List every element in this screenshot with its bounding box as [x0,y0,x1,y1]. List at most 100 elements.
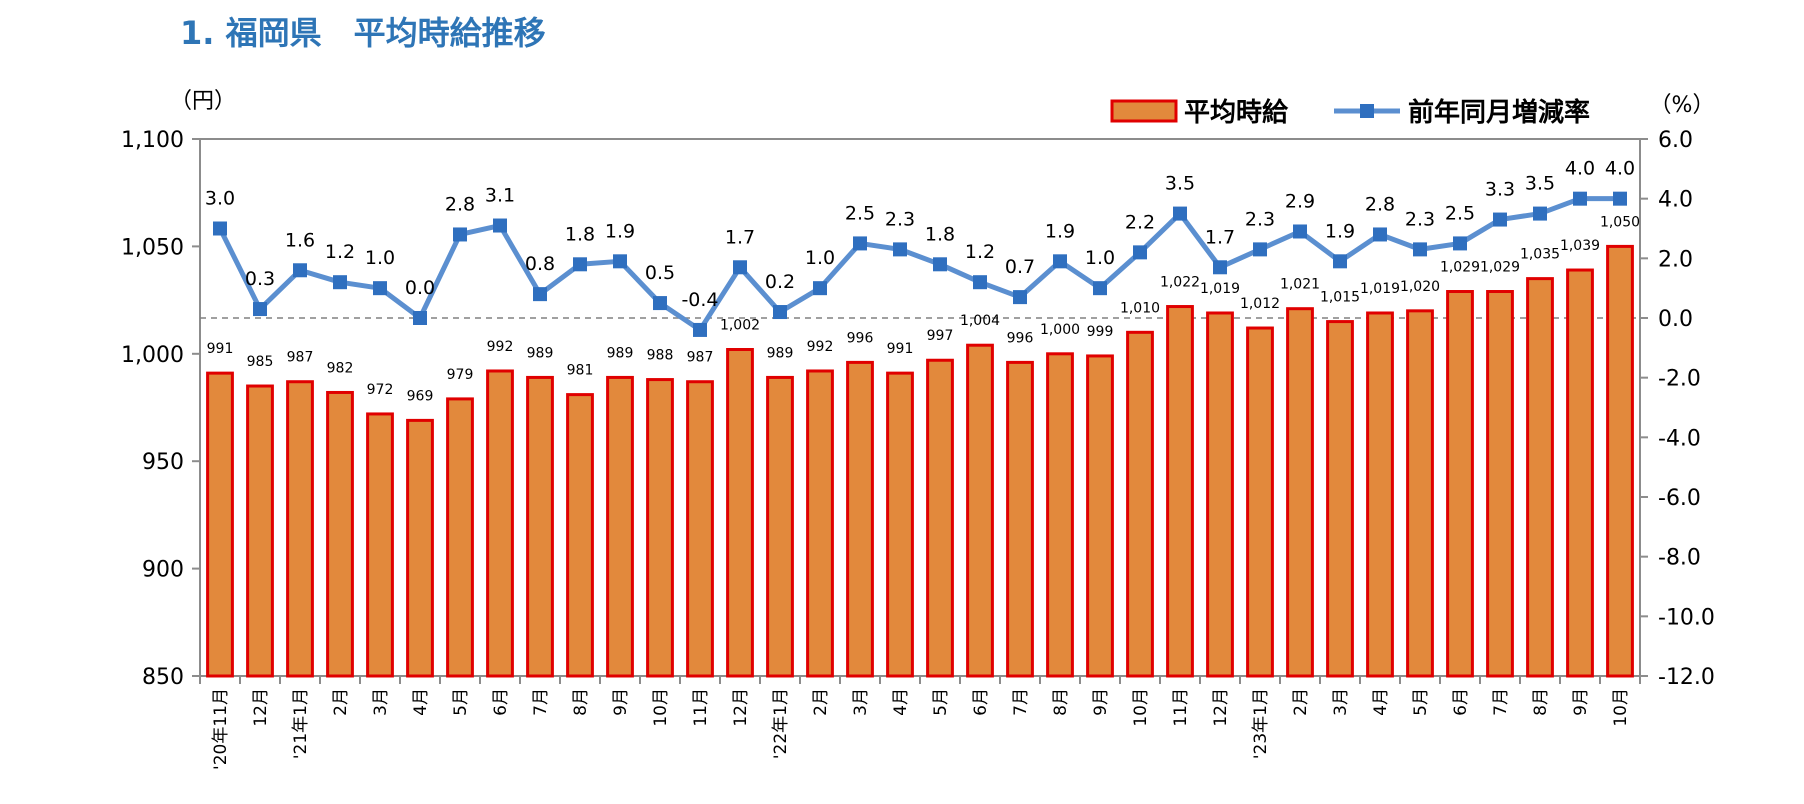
bar [1366,311,1394,678]
bar [1326,320,1354,678]
rate-marker [493,218,507,233]
right-axis-tick-label: -2.0 [1658,367,1701,392]
bar [1606,244,1634,678]
bar [606,375,634,678]
rate-data-label: 1.9 [1045,220,1075,242]
rate-marker [1413,242,1427,257]
rate-marker [1093,281,1107,296]
category-label: 4月 [891,688,911,716]
rate-marker [1453,236,1467,251]
rate-data-label: 4.0 [1605,158,1635,180]
bar-data-label: 989 [607,345,634,361]
bar-data-label: 972 [367,382,394,398]
bar-data-label: 982 [327,360,354,376]
rate-data-label: 1.8 [925,223,955,245]
bar-data-label: 987 [287,350,314,366]
bar [1046,352,1074,678]
category-label: 9月 [1091,688,1111,716]
category-label: 3月 [1331,688,1351,716]
bar-data-label: 996 [1007,330,1034,346]
bar [1086,354,1114,678]
bar [1166,305,1194,678]
bar-data-label: 1,000 [1040,322,1080,338]
bar [1446,290,1474,678]
rate-marker [1293,224,1307,239]
category-label: 6月 [491,688,511,716]
rate-marker [1613,191,1627,206]
category-label: 10月 [1131,688,1151,727]
rate-data-label: 1.9 [605,220,635,242]
bar [1566,268,1594,678]
rate-data-label: 1.7 [725,226,755,248]
bar-data-label: 1,039 [1560,238,1600,254]
page-title: 1. 福岡県 平均時給推移 [180,14,546,52]
rate-data-label: 2.3 [885,208,915,230]
rate-marker [1333,254,1347,269]
bar [1406,309,1434,678]
bar-data-label: 1,020 [1400,279,1440,295]
category-label: 5月 [1411,688,1431,716]
bar-data-label: 988 [647,348,674,364]
rate-marker [1533,206,1547,221]
bar-data-label: 997 [927,328,954,344]
bar-data-label: 1,029 [1480,260,1520,276]
rate-data-label: 3.3 [1485,179,1515,201]
rate-data-label: 1.6 [285,229,315,251]
left-axis-tick-label: 1,000 [121,343,184,368]
bar [1486,290,1514,678]
right-axis-tick-label: -6.0 [1658,486,1701,511]
bar-data-label: 1,022 [1160,275,1200,291]
legend-bar-swatch [1110,99,1178,123]
chart-axes: 850 900 950 1,000 1,050 1,100 -12.0 -10.0 -8.0 -6… [121,89,1715,690]
bar-labels: 991 985 987 982 972 969 979 992 989 981 989 988 987 1… [207,214,1640,404]
rate-marker [293,263,307,278]
category-labels: '20年11月 12月 '21年1月 2月 3月 4月 5月 6月 7月 8月 9月 10月 11月 12… [211,688,1631,770]
rate-data-label: 2.5 [1445,202,1475,224]
left-axis-tick-label: 1,100 [121,128,184,153]
bar-data-label: 1,012 [1240,296,1280,312]
rate-marker [1053,254,1067,269]
rate-line-series [213,191,1627,337]
left-axis-tick-label: 950 [142,450,184,475]
bar-data-label: 985 [247,354,274,370]
bar-data-label: 1,004 [960,313,1000,329]
rate-data-label: 1.2 [325,241,355,263]
rate-marker [333,275,347,290]
rate-data-label: 3.1 [485,185,515,207]
category-label: '22年1月 [771,688,791,759]
bar-data-label: 991 [207,341,234,357]
bar-data-label: 989 [527,345,554,361]
rate-marker [693,322,707,337]
bar [1126,330,1154,678]
rate-data-label: 0.5 [645,262,675,284]
bar-data-label: 1,019 [1200,281,1240,297]
right-axis-tick-label: -4.0 [1658,426,1701,451]
category-label: 11月 [691,688,711,727]
bar-data-label: 1,002 [720,318,760,334]
bar [206,371,234,678]
bar-data-label: 1,035 [1520,247,1560,263]
rate-data-label: 4.0 [1565,158,1595,180]
bar-data-label: 989 [767,345,794,361]
bar [1286,307,1314,678]
rate-marker [853,236,867,251]
bar-data-label: 992 [807,339,834,355]
category-label: 8月 [571,688,591,716]
rate-marker [933,257,947,272]
right-axis-tick-label: 0.0 [1658,307,1693,332]
right-axis-tick-label: -8.0 [1658,546,1701,571]
bar [246,384,274,678]
rate-data-label: 2.2 [1125,211,1155,233]
rate-marker [1013,290,1027,305]
bar-data-label: 991 [887,341,914,357]
right-axis-tick-label: 4.0 [1658,188,1693,213]
bar [366,412,394,678]
rate-data-label: 1.7 [1205,226,1235,248]
rate-data-label: 0.3 [245,268,275,290]
category-label: 9月 [1571,688,1591,716]
bar [486,369,514,678]
bar [286,380,314,678]
bar-data-label: 987 [687,350,714,366]
rate-marker [533,287,547,302]
